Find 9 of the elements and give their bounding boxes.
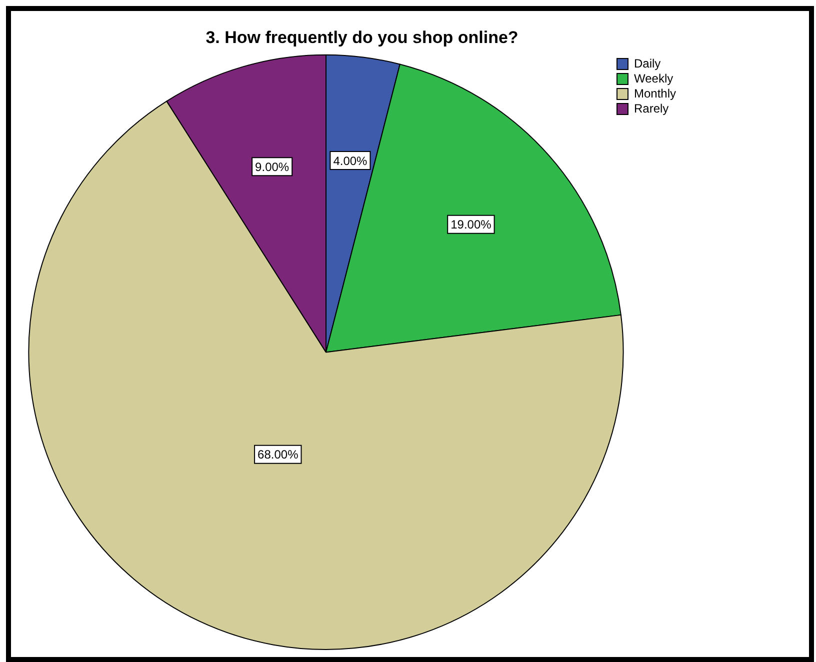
data-label: 19.00% [450,218,492,232]
legend-label: Monthly [634,86,676,100]
data-label: 9.00% [255,160,290,174]
data-label: 4.00% [333,154,368,168]
chart-title: 3. How frequently do you shop online? [206,28,518,47]
legend-label: Weekly [634,71,674,86]
legend-label: Rarely [634,101,669,116]
data-label: 68.00% [258,448,299,462]
legend-label: Daily [634,56,661,70]
